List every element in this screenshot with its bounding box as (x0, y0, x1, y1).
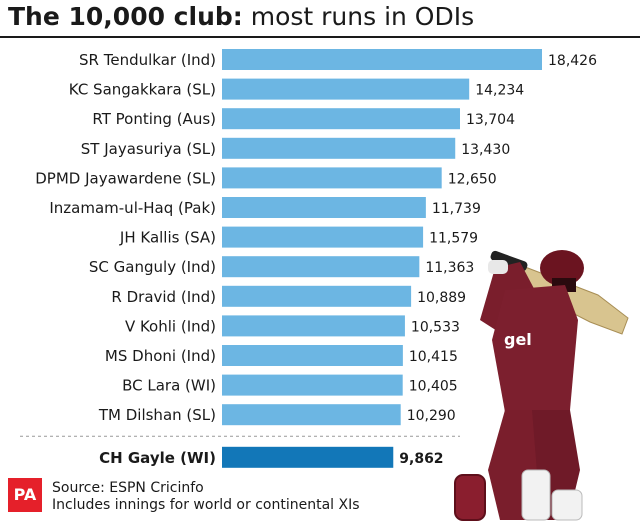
bar-10 (222, 315, 405, 337)
value-label-1: 18,426 (548, 53, 597, 69)
value-label-8: 11,363 (425, 260, 474, 276)
bar-4 (222, 137, 456, 159)
value-label-6: 11,739 (432, 201, 481, 217)
bar-9 (222, 285, 412, 307)
bar-5 (222, 167, 442, 189)
value-label-3: 13,704 (466, 112, 515, 128)
category-label-7: JH Kallis (SA) (119, 229, 216, 247)
value-label-9: 10,889 (417, 290, 466, 306)
bar-6 (222, 197, 426, 218)
source-note: Source: ESPN Cricinfo Includes innings f… (52, 480, 360, 514)
category-label-6: Inzamam-ul-Haq (Pak) (49, 199, 216, 217)
value-label-12: 10,405 (409, 379, 458, 395)
title-bold: The 10,000 club: (8, 2, 243, 31)
value-label-4: 13,430 (461, 142, 510, 158)
bar-11 (222, 345, 403, 366)
value-label-14: 9,862 (399, 451, 443, 467)
chart-title: The 10,000 club: most runs in ODIs (8, 2, 474, 32)
value-label-11: 10,415 (409, 349, 458, 365)
category-label-3: RT Ponting (Aus) (92, 110, 216, 128)
bar-13 (222, 404, 401, 426)
category-label-5: DPMD Jayawardene (SL) (35, 169, 216, 187)
category-label-8: SC Ganguly (Ind) (89, 258, 216, 276)
bar-14 (222, 446, 394, 468)
value-label-5: 12,650 (448, 171, 497, 187)
bar-8 (222, 256, 420, 278)
category-label-4: ST Jayasuriya (SL) (81, 140, 216, 158)
bar-12 (222, 374, 403, 396)
bar-7 (222, 226, 424, 248)
cricketer-photo: gel (454, 250, 629, 521)
value-label-10: 10,533 (411, 319, 460, 335)
shirt-text: gel (504, 330, 532, 349)
category-label-9: R Dravid (Ind) (111, 288, 216, 306)
category-label-13: TM Dilshan (SL) (98, 406, 216, 424)
category-label-11: MS Dhoni (Ind) (105, 347, 216, 365)
value-label-13: 10,290 (407, 408, 456, 424)
pa-logo: PA (8, 478, 42, 512)
bar-3 (222, 108, 460, 130)
bar-1 (222, 49, 542, 70)
value-label-2: 14,234 (475, 83, 524, 99)
bar-2 (222, 78, 470, 100)
footnote-text: Includes innings for world or continenta… (52, 497, 360, 513)
category-label-12: BC Lara (WI) (122, 377, 216, 395)
source-text: Source: ESPN Cricinfo (52, 480, 204, 496)
category-label-2: KC Sangakkara (SL) (69, 81, 216, 99)
category-label-1: SR Tendulkar (Ind) (79, 51, 216, 69)
category-label-10: V Kohli (Ind) (125, 317, 216, 335)
value-label-7: 11,579 (429, 231, 478, 247)
title-rest: most runs in ODIs (242, 2, 475, 31)
title-rule (0, 36, 640, 38)
category-label-14: CH Gayle (WI) (99, 449, 216, 467)
